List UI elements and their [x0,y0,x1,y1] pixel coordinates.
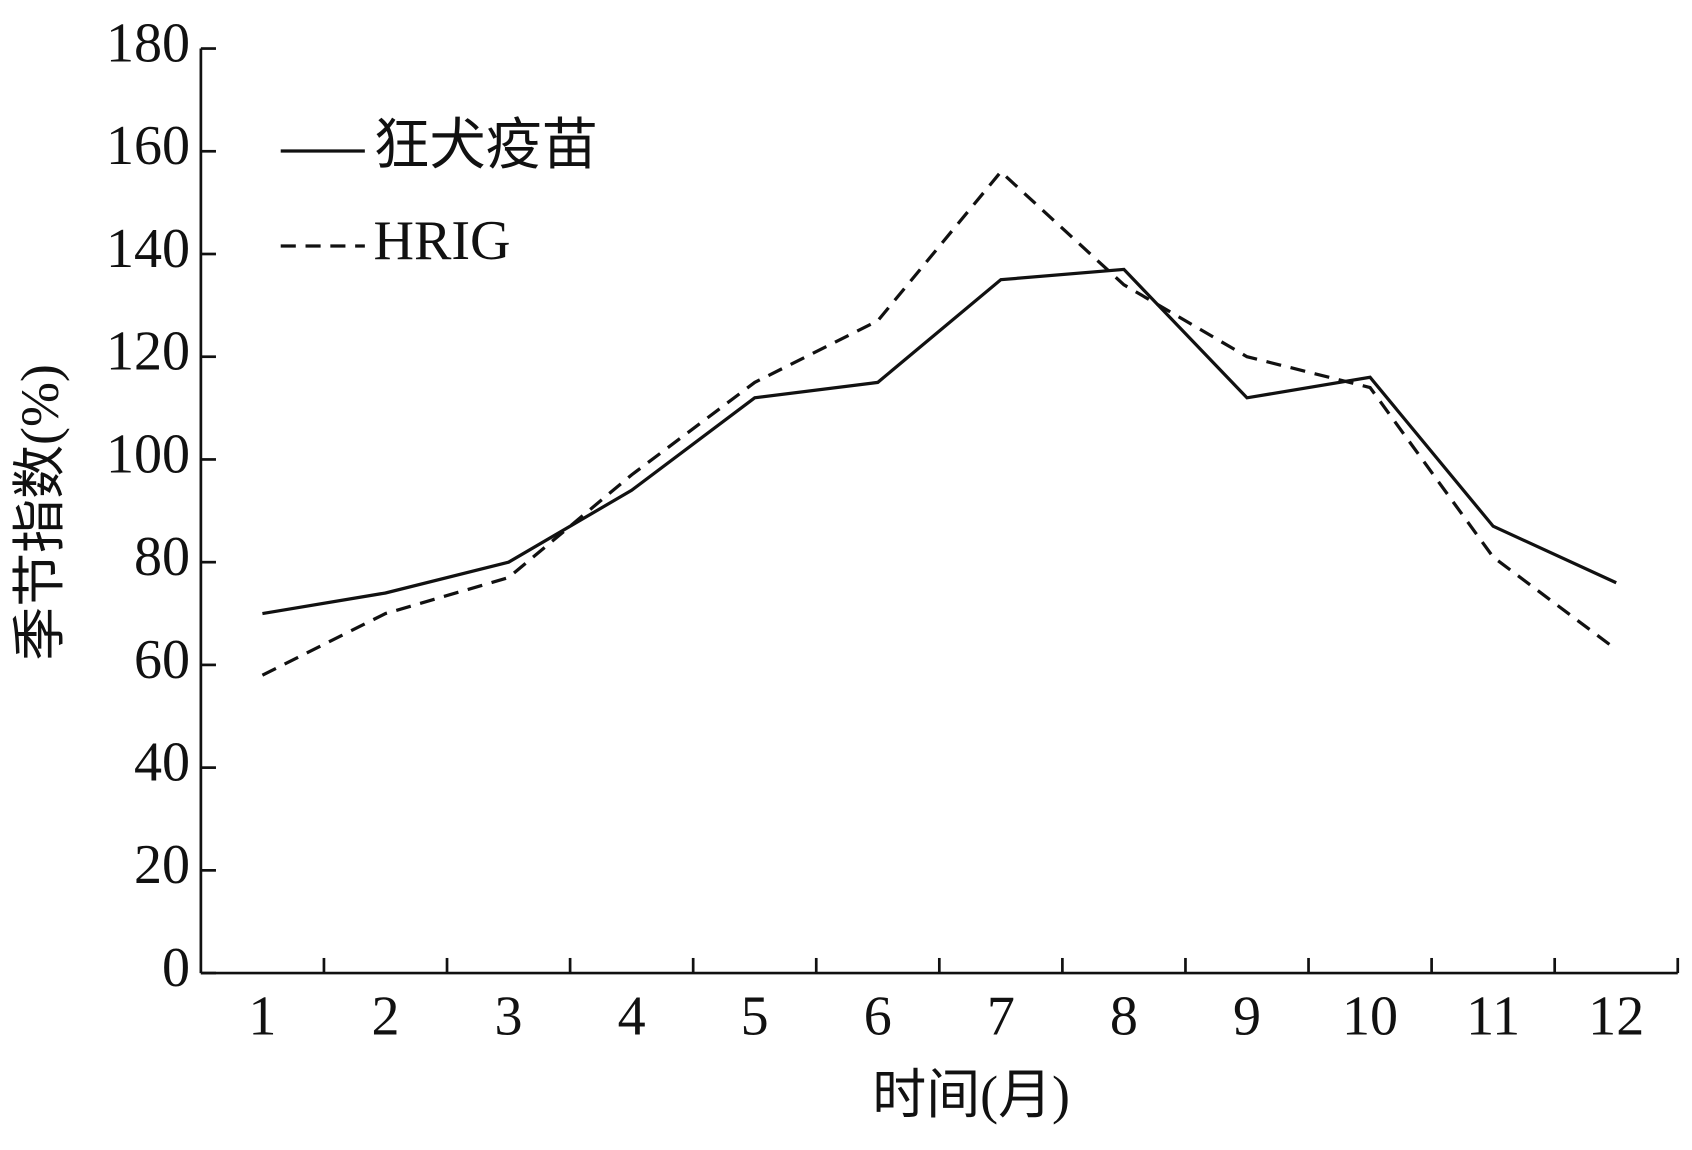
y-tick-label: 160 [106,115,190,177]
y-tick-label: 140 [106,218,190,280]
x-tick-label: 6 [864,985,892,1047]
x-tick-label: 7 [987,985,1015,1047]
y-tick-label: 20 [134,834,190,896]
y-tick-label: 180 [106,12,190,74]
x-axis-label: 时间(月) [872,1065,1070,1125]
y-axis-label: 季节指数(%) [10,364,70,661]
y-tick-label: 80 [134,526,190,588]
x-tick-label: 3 [495,985,523,1047]
x-tick-label: 2 [371,985,399,1047]
x-tick-label: 4 [618,985,646,1047]
legend-label: 狂犬疫苗 [373,115,597,177]
y-tick-label: 0 [162,937,190,999]
x-tick-label: 9 [1233,985,1261,1047]
y-tick-label: 40 [134,732,190,794]
y-tick-label: 60 [134,629,190,691]
x-tick-label: 12 [1588,985,1644,1047]
y-tick-label: 120 [106,321,190,383]
x-tick-label: 5 [741,985,769,1047]
x-tick-label: 11 [1466,985,1520,1047]
x-tick-label: 10 [1342,985,1398,1047]
x-tick-label: 1 [248,985,276,1047]
x-tick-label: 8 [1110,985,1138,1047]
legend-label: HRIG [373,210,510,272]
series-line [262,267,1617,616]
y-tick-label: 100 [106,423,190,485]
